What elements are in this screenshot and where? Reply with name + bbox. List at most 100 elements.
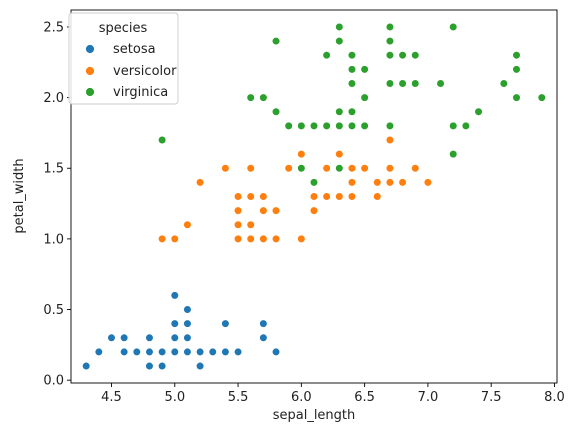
data-point-versicolor — [335, 150, 344, 159]
data-point-virginica — [449, 150, 458, 159]
data-point-virginica — [385, 22, 395, 32]
data-point-versicolor — [158, 234, 167, 243]
data-point-setosa — [259, 333, 268, 342]
data-point-setosa — [145, 347, 154, 357]
data-point-virginica — [461, 121, 470, 130]
data-point-versicolor — [385, 178, 395, 187]
legend-marker-versicolor — [85, 66, 95, 76]
data-point-virginica — [398, 51, 407, 60]
data-point-virginica — [512, 65, 521, 74]
data-point-virginica — [360, 65, 369, 74]
data-point-versicolor — [347, 178, 357, 187]
data-point-versicolor — [183, 220, 192, 229]
legend-label-setosa: setosa — [113, 42, 156, 57]
data-point-setosa — [145, 361, 154, 371]
data-point-virginica — [512, 93, 521, 102]
data-point-versicolor — [347, 192, 357, 201]
data-point-virginica — [158, 135, 167, 145]
data-point-virginica — [411, 51, 420, 60]
data-point-virginica — [449, 22, 458, 32]
y-tick-label: 1.0 — [43, 232, 64, 247]
data-point-virginica — [309, 121, 319, 130]
data-point-setosa — [132, 347, 141, 357]
data-point-versicolor — [271, 234, 281, 243]
legend-entry-setosa: setosa — [85, 42, 156, 57]
data-point-versicolor — [259, 192, 268, 201]
x-tick-label: 6.0 — [291, 390, 312, 405]
data-point-virginica — [411, 79, 420, 88]
data-point-versicolor — [233, 206, 243, 215]
data-point-virginica — [449, 121, 458, 130]
y-axis-label: petal_width — [12, 158, 27, 233]
data-point-setosa — [195, 347, 205, 357]
data-point-virginica — [309, 178, 319, 187]
data-point-versicolor — [322, 192, 331, 201]
y-tick-label: 2.0 — [43, 91, 64, 106]
data-point-setosa — [82, 361, 91, 371]
data-point-virginica — [385, 36, 395, 46]
data-point-versicolor — [335, 192, 344, 201]
data-point-versicolor — [398, 178, 407, 187]
data-point-virginica — [360, 93, 369, 102]
data-point-virginica — [335, 164, 344, 173]
data-point-virginica — [347, 121, 357, 130]
data-point-versicolor — [271, 206, 281, 215]
x-tick-label: 6.5 — [354, 390, 375, 405]
data-point-virginica — [512, 51, 521, 60]
data-point-setosa — [233, 347, 243, 357]
legend: species setosa versicolor virginica — [68, 12, 179, 105]
legend-entry-versicolor: versicolor — [85, 64, 177, 79]
x-tick-label: 7.5 — [481, 390, 502, 405]
data-point-virginica — [385, 51, 395, 60]
x-tick-label: 7.0 — [418, 390, 439, 405]
points-layer — [82, 22, 546, 371]
data-point-setosa — [183, 347, 192, 357]
data-point-setosa — [271, 347, 281, 357]
data-point-setosa — [158, 361, 167, 371]
x-tick-label: 5.0 — [164, 390, 185, 405]
data-point-virginica — [335, 22, 344, 32]
data-point-versicolor — [195, 178, 205, 187]
data-point-setosa — [259, 319, 268, 328]
data-point-virginica — [385, 79, 395, 88]
data-point-setosa — [158, 347, 167, 357]
data-point-versicolor — [385, 164, 395, 173]
x-axis-label: sepal_length — [273, 408, 356, 423]
data-point-versicolor — [233, 220, 243, 229]
data-point-virginica — [335, 36, 344, 46]
data-point-setosa — [208, 347, 217, 357]
data-point-virginica — [385, 121, 395, 130]
data-point-versicolor — [233, 192, 243, 201]
legend-marker-setosa — [85, 44, 95, 54]
data-point-versicolor — [322, 164, 331, 173]
legend-entry-virginica: virginica — [85, 85, 168, 100]
data-point-virginica — [360, 121, 369, 130]
x-tick-label: 8.0 — [544, 390, 565, 405]
data-point-versicolor — [297, 234, 306, 243]
data-point-virginica — [335, 121, 344, 130]
data-point-setosa — [120, 347, 129, 357]
data-point-setosa — [183, 333, 192, 342]
data-point-versicolor — [259, 234, 268, 243]
data-point-virginica — [271, 36, 281, 46]
legend-title: species — [99, 21, 148, 36]
data-point-virginica — [297, 121, 306, 130]
data-point-versicolor — [246, 164, 255, 173]
data-point-versicolor — [246, 234, 255, 243]
data-point-versicolor — [297, 150, 306, 159]
data-point-virginica — [474, 107, 483, 116]
ticks-layer: 4.5 5.0 5.5 6.0 6.5 7.0 7.5 8.0 0.0 0.5 1.0 1.5 2.0 2… — [43, 20, 565, 405]
data-point-setosa — [170, 347, 179, 357]
data-point-setosa — [120, 333, 129, 342]
data-point-versicolor — [246, 192, 255, 201]
data-point-virginica — [284, 121, 293, 130]
data-point-virginica — [537, 93, 546, 102]
data-point-virginica — [297, 164, 306, 173]
data-point-versicolor — [259, 206, 268, 215]
legend-marker-virginica — [85, 87, 95, 97]
data-point-virginica — [335, 107, 344, 116]
legend-frame — [68, 12, 179, 105]
plot-frame — [70, 9, 558, 384]
